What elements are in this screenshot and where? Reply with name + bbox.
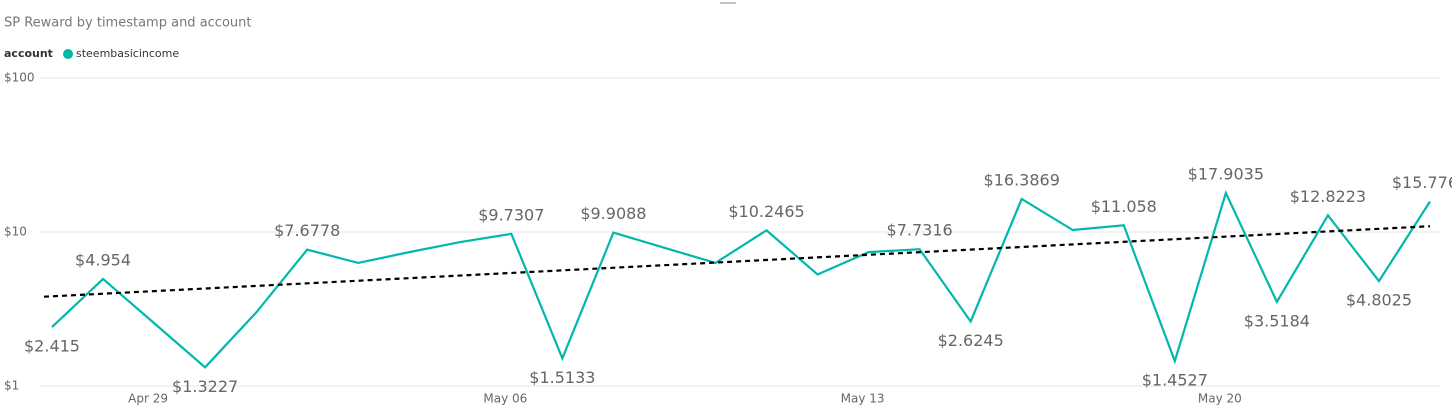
x-tick-label: May 13 [841,392,885,406]
data-label: $17.9035 [1188,165,1264,184]
data-label: $7.7316 [887,221,953,240]
y-tick-label: $10 [4,225,27,239]
data-label: $1.5133 [529,368,595,387]
y-tick-label: $1 [4,379,19,393]
data-label: $9.9088 [580,204,646,223]
x-tick-label: May 20 [1198,392,1242,406]
data-label: $4.954 [75,250,131,269]
trend-line [43,225,1431,298]
data-label: $9.7307 [478,205,544,224]
data-label: $1.4527 [1142,371,1208,390]
data-label: $3.5184 [1244,311,1310,330]
legend-label: steembasicincome [76,47,179,60]
data-label: $10.2465 [728,202,804,221]
data-label: $2.6245 [938,331,1004,350]
legend-title: account [4,47,53,60]
series-line [51,189,1431,369]
y-tick-label: $100 [4,71,35,85]
legend-marker [63,49,73,59]
x-tick-label: Apr 29 [128,392,168,406]
data-label: $4.8025 [1346,291,1412,310]
x-tick-label: May 06 [483,392,527,406]
data-label: $16.3869 [984,170,1060,189]
data-label: $1.3227 [172,377,238,396]
chart-title: SP Reward by timestamp and account [4,16,251,31]
data-label: $11.058 [1091,197,1157,216]
data-label: $12.8223 [1290,187,1366,206]
data-label: $15.7764 [1392,173,1452,192]
data-label: $2.415 [24,337,80,356]
data-label: $7.6778 [274,221,340,240]
